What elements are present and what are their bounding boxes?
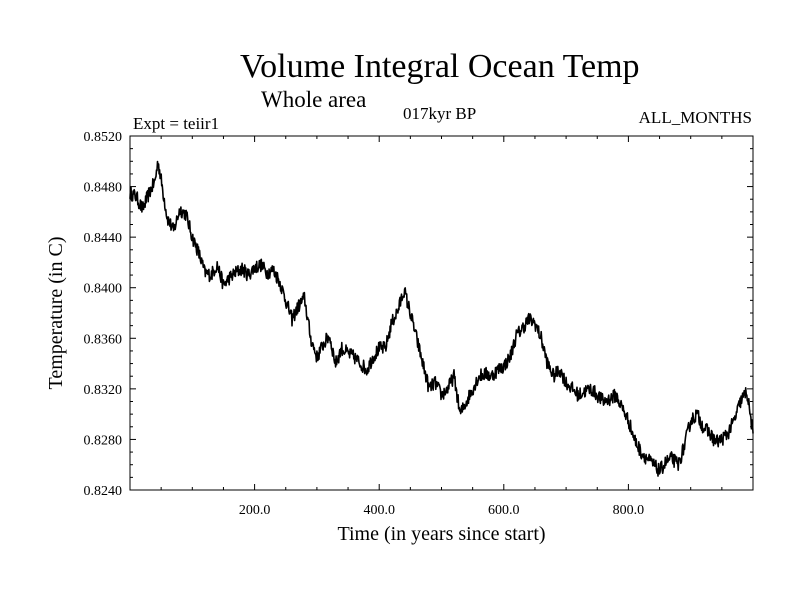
y-tick-label: 0.8360 [84, 332, 123, 347]
y-tick-label: 0.8280 [84, 433, 123, 448]
y-tick-label: 0.8400 [84, 282, 123, 297]
period-label: 017kyr BP [403, 104, 477, 123]
y-axis-label: Temperature (in C) [45, 237, 67, 390]
x-tick-label: 200.0 [239, 503, 271, 518]
months-label: ALL_MONTHS [638, 108, 752, 127]
y-tick-label: 0.8520 [84, 130, 123, 145]
x-tick-label: 600.0 [488, 503, 520, 518]
y-tick-label: 0.8440 [84, 231, 123, 246]
x-tick-label: 400.0 [363, 503, 395, 518]
y-tick-label: 0.8320 [84, 383, 123, 398]
y-tick-label: 0.8240 [84, 484, 123, 499]
chart-subtitle: Whole area [261, 87, 367, 112]
x-axis: 200.0 400.0 600.0 800.0 [160, 136, 723, 518]
temperature-series-line [129, 160, 754, 477]
x-axis-label: Time (in years since start) [337, 523, 545, 545]
y-tick-label: 0.8480 [84, 181, 123, 196]
experiment-label: Expt = teiir1 [133, 114, 220, 133]
x-tick-label: 800.0 [613, 503, 645, 518]
plot-frame [129, 135, 754, 491]
chart-title: Volume Integral Ocean Temp [240, 48, 640, 85]
y-axis: 0.8240 0.8280 0.8320 0.8360 0.8400 0.8440 0.84… [84, 130, 753, 499]
